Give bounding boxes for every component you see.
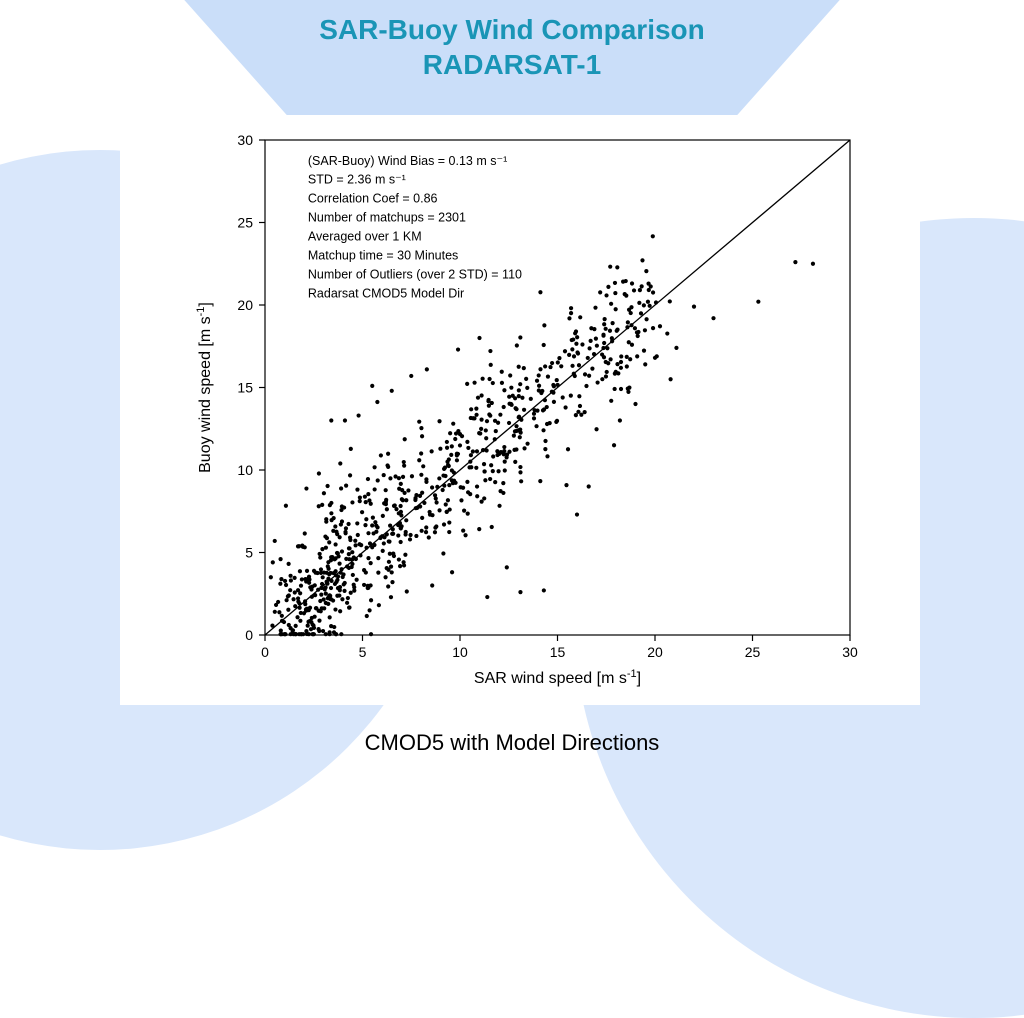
- svg-text:30: 30: [237, 132, 253, 148]
- svg-text:0: 0: [261, 644, 269, 660]
- svg-text:SAR wind speed [m s-1]: SAR wind speed [m s-1]: [474, 668, 641, 687]
- svg-text:5: 5: [359, 644, 367, 660]
- svg-text:25: 25: [745, 644, 761, 660]
- svg-text:Number of Outliers (over 2 STD: Number of Outliers (over 2 STD) = 110: [308, 268, 522, 282]
- svg-text:Correlation Coef = 0.86: Correlation Coef = 0.86: [308, 192, 438, 206]
- page-title: SAR-Buoy Wind Comparison RADARSAT-1: [0, 12, 1024, 82]
- svg-text:STD = 2.36 m s⁻¹: STD = 2.36 m s⁻¹: [308, 173, 406, 187]
- svg-text:25: 25: [237, 215, 253, 231]
- svg-text:Number of matchups = 2301: Number of matchups = 2301: [308, 211, 466, 225]
- svg-text:Buoy wind speed [m s-1]: Buoy wind speed [m s-1]: [195, 302, 214, 473]
- svg-text:0: 0: [245, 627, 253, 643]
- svg-text:15: 15: [550, 644, 566, 660]
- svg-text:10: 10: [237, 462, 253, 478]
- svg-text:Radarsat CMOD5 Model Dir: Radarsat CMOD5 Model Dir: [308, 287, 464, 301]
- title-line-1: SAR-Buoy Wind Comparison: [0, 12, 1024, 47]
- svg-text:10: 10: [452, 644, 468, 660]
- svg-text:20: 20: [647, 644, 663, 660]
- svg-text:15: 15: [237, 380, 253, 396]
- svg-text:Averaged over 1 KM: Averaged over 1 KM: [308, 230, 422, 244]
- title-line-2: RADARSAT-1: [0, 47, 1024, 82]
- svg-text:Matchup time = 30 Minutes: Matchup time = 30 Minutes: [308, 249, 458, 263]
- svg-text:5: 5: [245, 545, 253, 561]
- svg-text:(SAR-Buoy) Wind Bias = 0.13 m: (SAR-Buoy) Wind Bias = 0.13 m s⁻¹: [308, 154, 507, 168]
- page-subtitle: CMOD5 with Model Directions: [0, 730, 1024, 756]
- svg-text:20: 20: [237, 297, 253, 313]
- scatter-plot-card: 0 5 10 15 20 25 30 0 5 10 15 20 25 30 SAR wind speed […: [120, 115, 920, 705]
- svg-text:30: 30: [842, 644, 858, 660]
- scatter-plot: 0 5 10 15 20 25 30 0 5 10 15 20 25 30 SAR wind speed […: [120, 115, 920, 705]
